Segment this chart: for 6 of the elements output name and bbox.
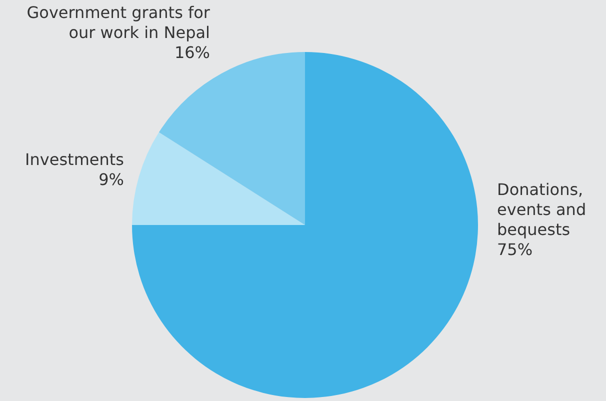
slice-label: Investments — [24, 150, 124, 170]
slice-label: Government grants for our work in Nepal — [26, 3, 210, 43]
data-label: 75% — [497, 240, 534, 260]
slice-label: Donations, events and bequests — [497, 180, 588, 240]
data-label: 16% — [173, 43, 210, 63]
data-label: 9% — [98, 170, 124, 190]
